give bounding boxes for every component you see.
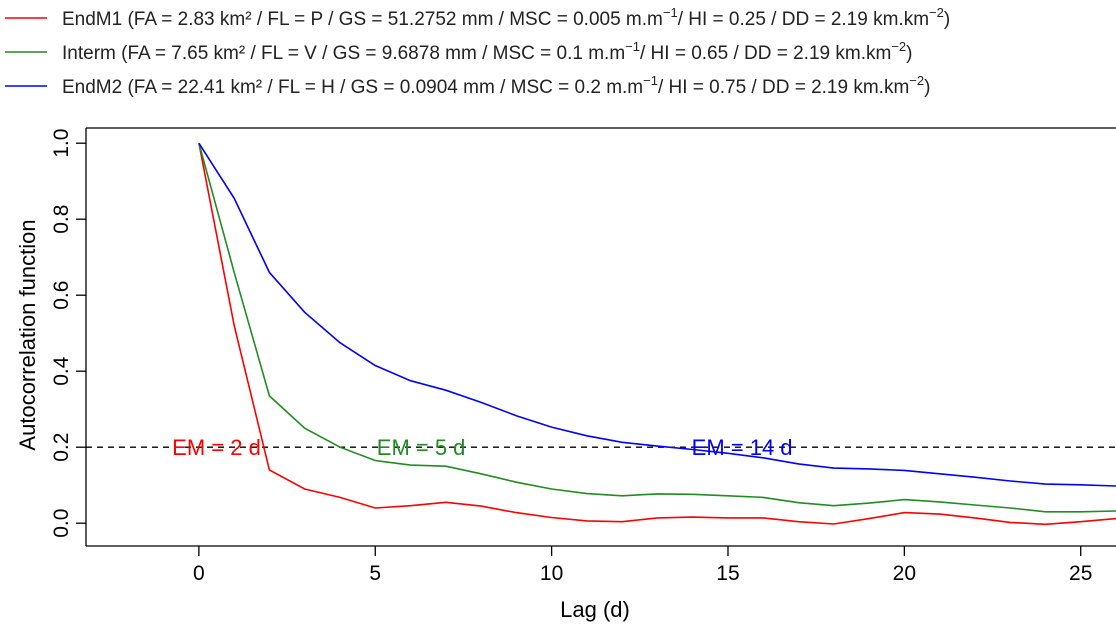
x-tick-label: 20 bbox=[893, 562, 916, 585]
y-tick-label: 1.0 bbox=[50, 129, 73, 158]
legend-label: EndM2 (FA = 22.41 km² / FL = H / GS = 0.… bbox=[62, 73, 930, 98]
x-tick-label: 15 bbox=[716, 562, 739, 585]
legend-label: Interm (FA = 7.65 km² / FL = V / GS = 9.… bbox=[62, 39, 912, 64]
series-line-interm bbox=[198, 142, 1116, 513]
em-annotation: EM = 5 d bbox=[377, 435, 466, 460]
axes: 0 5 10 15 20 25 0.0 0.2 0.4 0.6 0.8 1.0 bbox=[50, 127, 1116, 585]
x-tick-label: 25 bbox=[1069, 562, 1092, 585]
em-annotation: EM = 14 d bbox=[692, 435, 793, 460]
y-tick-label: 0.8 bbox=[50, 205, 73, 234]
y-tick-label: 0.6 bbox=[50, 281, 73, 310]
legend-label: EndM1 (FA = 2.83 km² / FL = P / GS = 51.… bbox=[62, 5, 950, 30]
plot-area: EM = 2 d EM = 5 d EM = 14 d bbox=[86, 142, 1116, 526]
em-annotation: EM = 2 d bbox=[172, 435, 261, 460]
y-tick-label: 0.4 bbox=[50, 356, 73, 386]
x-tick-label: 10 bbox=[540, 562, 563, 585]
legend: EndM1 (FA = 2.83 km² / FL = P / GS = 51.… bbox=[5, 5, 950, 98]
x-tick-label: 5 bbox=[369, 562, 381, 585]
x-axis-title: Lag (d) bbox=[560, 597, 630, 622]
x-tick-label: 0 bbox=[193, 562, 205, 585]
y-tick-label: 0.2 bbox=[50, 433, 73, 462]
y-axis-title: Autocorrelation function bbox=[15, 219, 40, 450]
y-tick-label: 0.0 bbox=[50, 509, 73, 538]
series-line-endm1 bbox=[198, 143, 1116, 526]
series-line-endm2 bbox=[198, 142, 1116, 487]
